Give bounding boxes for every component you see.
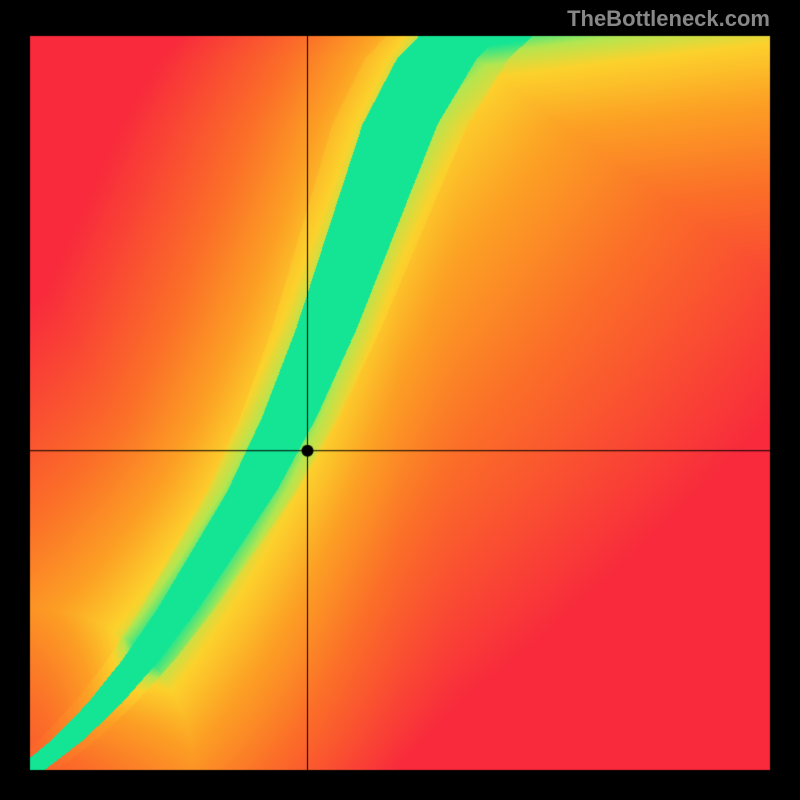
watermark-text: TheBottleneck.com — [567, 6, 770, 32]
chart-container: { "watermark_text": "TheBottleneck.com",… — [0, 0, 800, 800]
heatmap-canvas — [0, 0, 800, 800]
